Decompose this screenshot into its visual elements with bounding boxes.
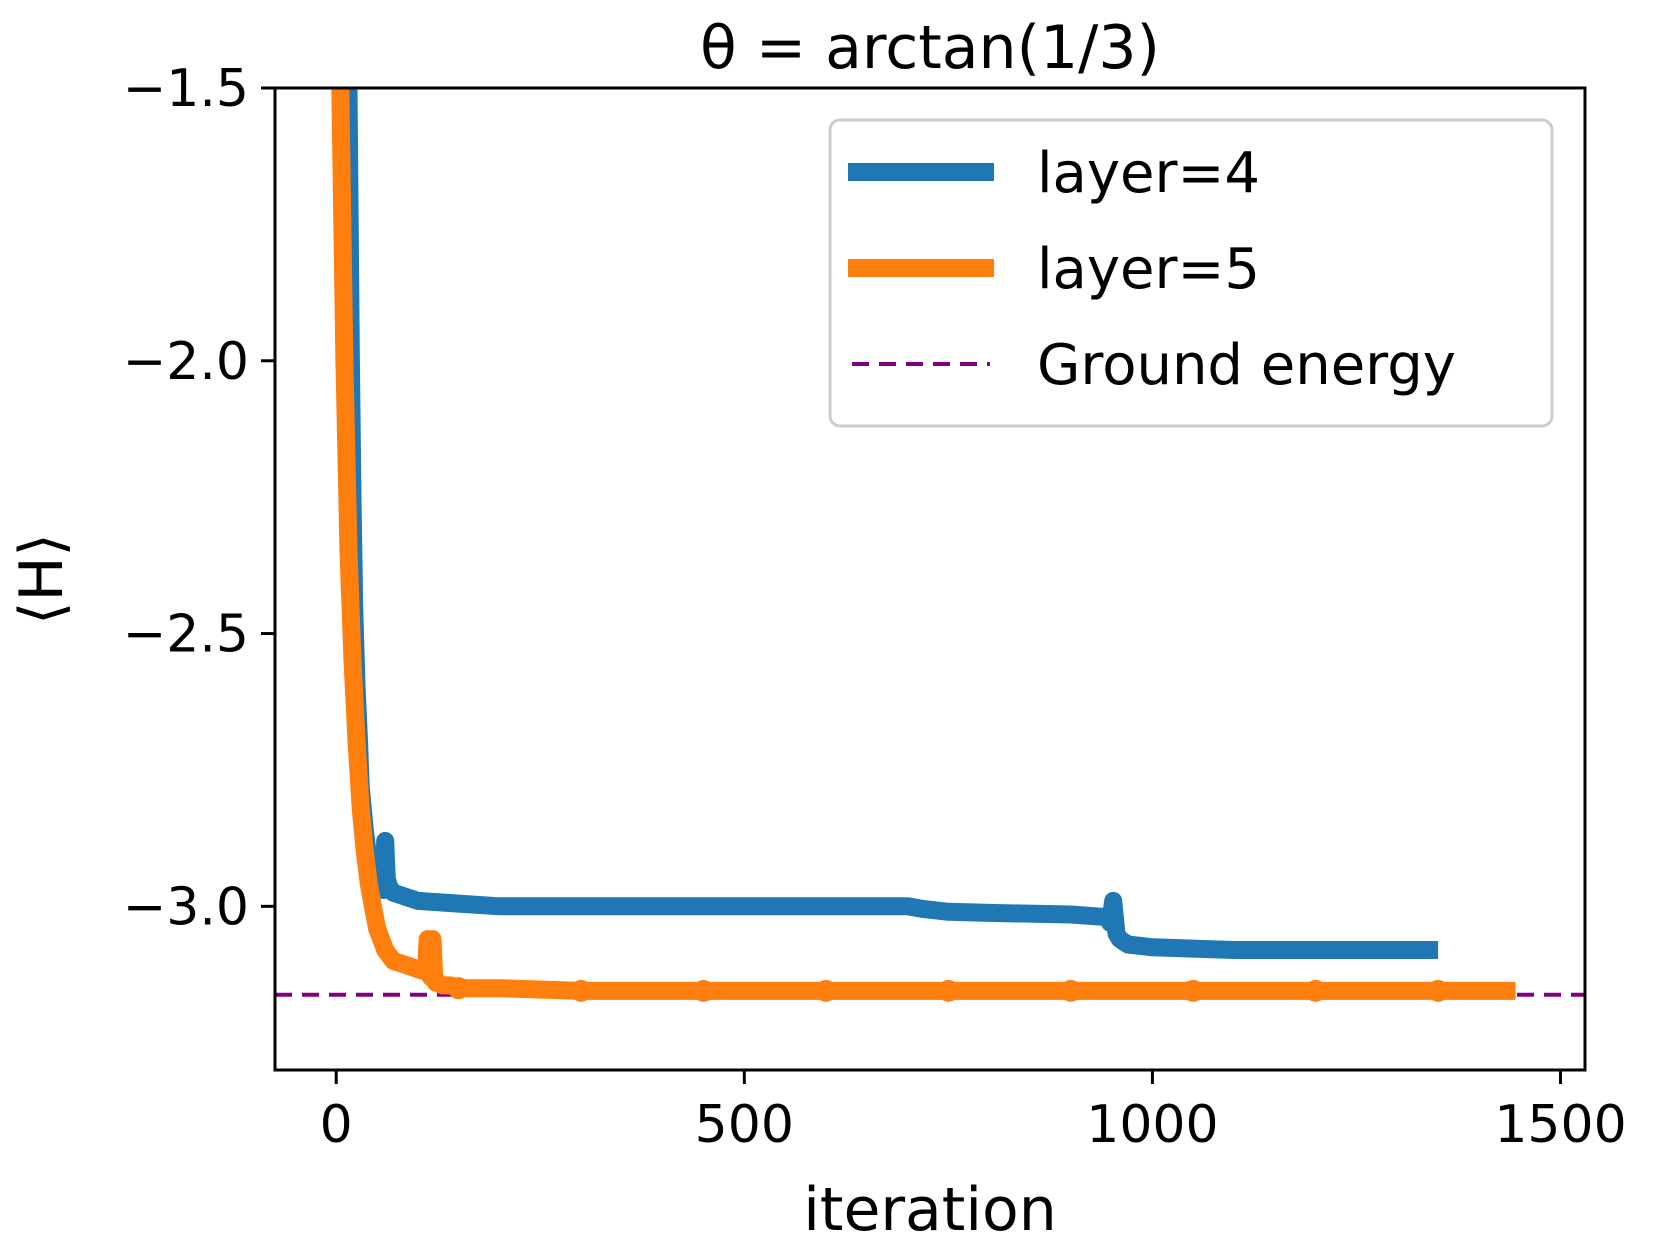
series-marker-layer-5 [937,979,960,1002]
x-tick-label: 1000 [1086,1095,1218,1155]
series-marker-layer-5 [1427,979,1450,1002]
x-tick-label: 0 [320,1095,353,1155]
series-layer [275,88,1585,1002]
series-marker-layer-5 [1059,979,1082,1002]
y-tick-label: −1.5 [123,59,249,119]
legend-box [828,118,1554,428]
y-tick-label: −2.5 [123,605,249,665]
x-tick-label: 1500 [1494,1095,1626,1155]
series-marker-layer-5 [692,979,715,1002]
chart-title: θ = arctan(1/3) [700,13,1160,83]
y-tick-label: −3.0 [123,877,249,937]
legend-label-layer-5: layer=5 [1037,237,1260,302]
series-marker-layer-5 [570,979,593,1002]
series-marker-layer-5 [1182,979,1205,1002]
legend-label-layer-4: layer=4 [1037,141,1260,206]
series-marker-layer-5 [447,977,470,1000]
x-axis-label: iteration [803,1175,1056,1245]
series-marker-layer-5 [1304,979,1327,1002]
x-tick-label: 500 [695,1095,794,1155]
y-axis-label: ⟨H⟩ [7,533,77,625]
series-marker-layer-5 [814,979,837,1002]
legend: layer=4 layer=5 Ground energy [828,118,1554,428]
plot-frame [273,86,1587,1072]
legend-label-ground-energy: Ground energy [1037,333,1456,398]
y-tick-label: −2.0 [123,332,249,392]
ticks-layer: 0 500 1000 1500 −1.5 −2.0 −2.5 −3.0 [123,59,1627,1155]
